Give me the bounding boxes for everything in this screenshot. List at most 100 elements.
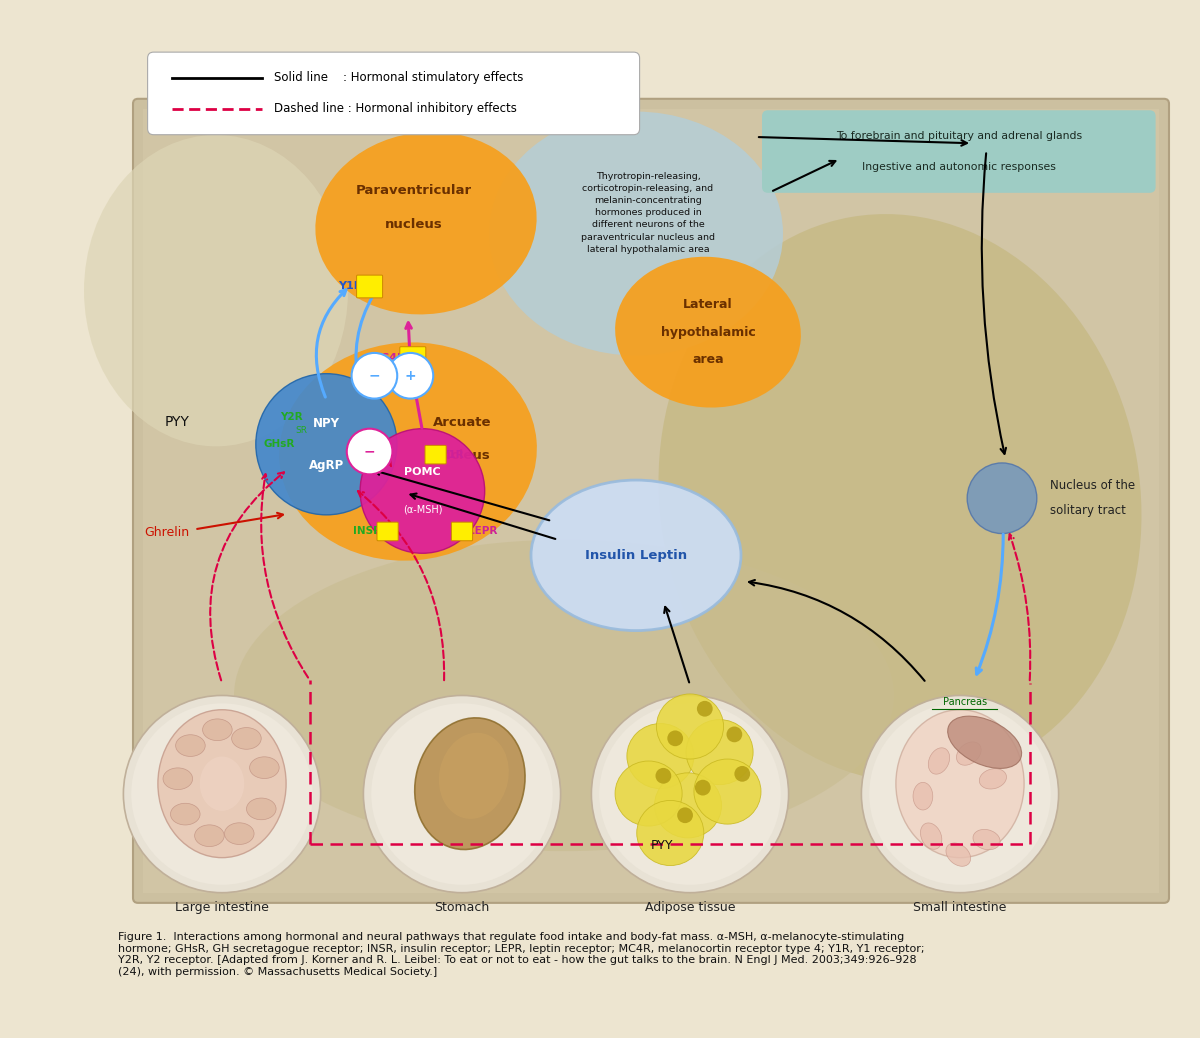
Circle shape [352,353,397,399]
Ellipse shape [224,823,254,845]
Circle shape [256,374,397,515]
Circle shape [592,695,788,893]
Ellipse shape [616,761,682,826]
Ellipse shape [686,719,754,785]
Text: Adipose tissue: Adipose tissue [644,901,736,914]
Ellipse shape [194,825,224,847]
Circle shape [695,780,710,795]
Ellipse shape [203,719,232,740]
Circle shape [599,704,781,884]
Ellipse shape [415,718,526,849]
Text: Thyrotropin-releasing,
corticotropin-releasing, and
melanin-concentrating
hormon: Thyrotropin-releasing, corticotropin-rel… [581,172,715,253]
FancyBboxPatch shape [148,52,640,135]
Ellipse shape [656,694,724,759]
Text: Stomach: Stomach [434,901,490,914]
Circle shape [124,695,320,893]
Text: PYY: PYY [164,415,190,430]
Text: MC4R: MC4R [370,353,406,363]
Text: Small intestine: Small intestine [913,901,1007,914]
Text: Paraventricular: Paraventricular [356,184,472,197]
Ellipse shape [654,773,721,838]
Ellipse shape [920,823,942,849]
Text: SR: SR [295,427,307,435]
Text: NPY: NPY [313,416,340,430]
Text: hypothalamic: hypothalamic [661,326,755,338]
Text: solitary tract: solitary tract [1050,504,1126,517]
Ellipse shape [200,757,244,811]
Ellipse shape [84,135,348,446]
Text: Y1R: Y1R [338,281,362,292]
Text: nucleus: nucleus [385,218,443,231]
Circle shape [697,701,713,716]
Ellipse shape [659,214,1141,783]
Text: (α-MSH): (α-MSH) [403,504,442,515]
Text: Insulin Leptin: Insulin Leptin [584,549,688,562]
Circle shape [677,808,692,823]
Ellipse shape [532,480,742,630]
Ellipse shape [246,798,276,820]
Text: Figure 1.  Interactions among hormonal and neural pathways that regulate food in: Figure 1. Interactions among hormonal an… [118,932,924,977]
Ellipse shape [979,769,1007,789]
Text: GHsR: GHsR [264,439,295,449]
Ellipse shape [913,783,932,810]
Text: To forebrain and pituitary and adrenal glands: To forebrain and pituitary and adrenal g… [835,131,1082,141]
Ellipse shape [929,747,949,774]
Ellipse shape [175,735,205,757]
Text: Pancreas: Pancreas [943,696,986,707]
FancyBboxPatch shape [143,109,1159,893]
Ellipse shape [163,768,193,790]
Text: Dashed line : Hormonal inhibitory effects: Dashed line : Hormonal inhibitory effect… [274,103,516,115]
Circle shape [360,429,485,553]
Circle shape [667,731,683,746]
FancyBboxPatch shape [451,522,473,541]
FancyBboxPatch shape [400,347,426,370]
FancyBboxPatch shape [425,445,446,464]
Text: +: + [404,368,416,383]
Text: Lateral: Lateral [683,298,733,311]
Text: AgRP: AgRP [308,459,344,472]
Text: −: − [368,368,380,383]
Text: −: − [364,444,376,459]
Ellipse shape [694,759,761,824]
Ellipse shape [896,710,1024,857]
Ellipse shape [170,803,200,825]
Text: POMC: POMC [404,467,440,477]
Circle shape [726,727,743,742]
Text: LEPR: LEPR [468,526,497,537]
Text: INSR: INSR [354,526,382,537]
Ellipse shape [490,111,784,355]
Ellipse shape [948,716,1021,768]
Circle shape [869,704,1051,884]
Ellipse shape [956,742,982,765]
Circle shape [131,704,313,884]
Ellipse shape [967,463,1037,534]
Circle shape [388,353,433,399]
Text: Y1R: Y1R [442,449,464,460]
Ellipse shape [626,723,694,789]
Circle shape [371,704,553,884]
Ellipse shape [439,733,509,819]
Ellipse shape [973,829,1000,850]
Text: area: area [692,353,724,366]
Text: Ingestive and autonomic responses: Ingestive and autonomic responses [862,162,1056,172]
Ellipse shape [232,728,262,749]
Ellipse shape [316,132,536,315]
Circle shape [347,429,392,474]
Circle shape [655,768,671,784]
Text: Nucleus of the: Nucleus of the [1050,480,1135,492]
Text: Arcuate: Arcuate [433,415,491,429]
FancyBboxPatch shape [377,522,398,541]
Text: Solid line    : Hormonal stimulatory effects: Solid line : Hormonal stimulatory effect… [274,72,523,84]
FancyBboxPatch shape [356,275,383,298]
Ellipse shape [280,343,536,561]
Circle shape [734,766,750,782]
Text: Y2R: Y2R [280,412,302,422]
Circle shape [862,695,1058,893]
Ellipse shape [234,540,894,851]
Text: PYY: PYY [652,840,673,852]
Circle shape [364,695,560,893]
Ellipse shape [158,710,286,857]
Text: Large intestine: Large intestine [175,901,269,914]
Text: Ghrelin: Ghrelin [144,526,190,539]
FancyBboxPatch shape [762,110,1156,193]
